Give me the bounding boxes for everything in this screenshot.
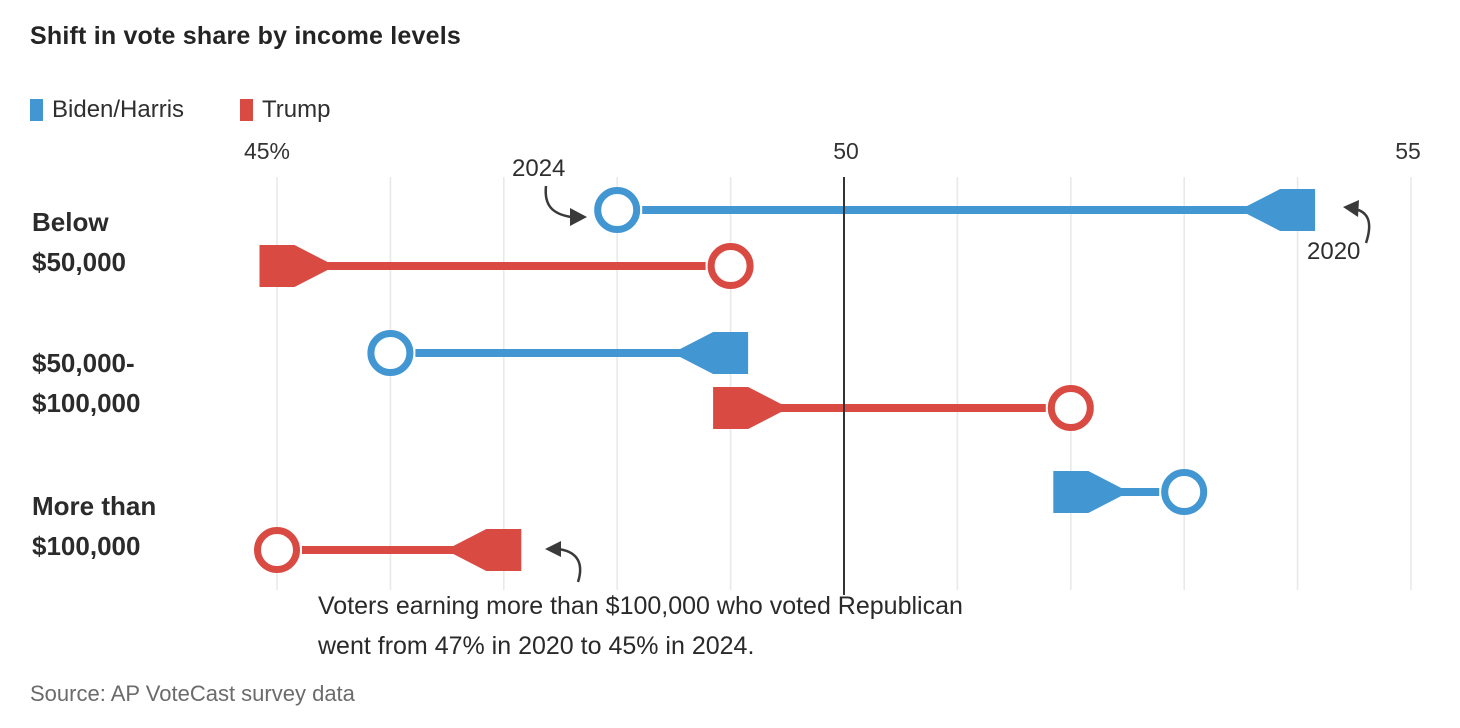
- chart-title: Shift in vote share by income levels: [30, 22, 461, 50]
- annotation-text: Voters earning more than $100,000 who vo…: [318, 586, 963, 666]
- legend-item-trump: Trump: [240, 96, 330, 124]
- callout-arrowhead-2024-icon: [570, 208, 587, 226]
- category-label-line: $50,000-: [32, 348, 135, 378]
- legend-label-trump: Trump: [262, 96, 331, 123]
- legend-label-biden: Biden/Harris: [52, 96, 185, 123]
- axis-tick-50: 50: [833, 138, 859, 164]
- annotation-arrow-icon: [557, 547, 582, 583]
- flag-2020-Biden/Harris-row1: [680, 332, 749, 374]
- flag-2020-Biden/Harris-row0: [1247, 189, 1316, 231]
- axis-tick-45: 45%: [243, 138, 291, 164]
- flag-2020-Trump-row0: [259, 245, 328, 287]
- annotation-line-2: went from 47% in 2020 to 45% in 2024.: [318, 632, 755, 660]
- annotation-arrowhead-icon: [545, 541, 561, 557]
- flag-2020-Trump-row1: [713, 387, 782, 429]
- circle-2024-Trump-row0: [707, 243, 754, 289]
- annotation-line-1: Voters earning more than $100,000 who vo…: [318, 592, 963, 620]
- callout-arrowhead-2020-icon: [1343, 200, 1359, 217]
- category-label-more-100k: More than $100,000: [32, 486, 156, 566]
- circle-2024-Trump-row1: [1047, 385, 1094, 431]
- source-line: Source: AP VoteCast survey data: [30, 681, 355, 706]
- axis-tick-55: 55: [1395, 138, 1421, 164]
- legend-swatch-biden-icon: [30, 99, 43, 121]
- circle-2024-Biden/Harris-row1: [367, 330, 414, 376]
- category-label-line: $50,000: [32, 247, 126, 277]
- category-label-line: $100,000: [32, 531, 141, 561]
- category-label-50k-100k: $50,000- $100,000: [32, 343, 140, 423]
- circle-2024-Biden/Harris-row2: [1161, 469, 1208, 515]
- category-label-line: More than: [32, 491, 157, 521]
- category-label-line: $100,000: [32, 388, 141, 418]
- category-label-below-50k: Below $50,000: [32, 202, 126, 282]
- legend-swatch-trump-icon: [240, 99, 253, 121]
- callout-label-2020: 2020: [1307, 238, 1361, 265]
- callout-label-2024: 2024: [512, 155, 566, 182]
- callout-arrow-2024-icon: [544, 185, 572, 219]
- flag-2020-Biden/Harris-row2: [1053, 471, 1122, 513]
- category-label-line: Below: [32, 207, 109, 237]
- flag-2020-Trump-row2: [453, 529, 522, 571]
- legend-item-biden-harris: Biden/Harris: [30, 96, 184, 124]
- circle-2024-Trump-row2: [254, 527, 300, 573]
- circle-2024-Biden/Harris-row0: [594, 187, 641, 233]
